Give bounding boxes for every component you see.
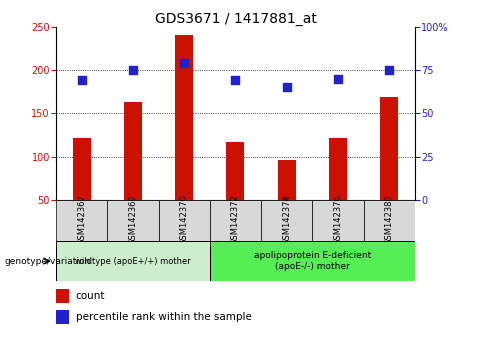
Bar <box>261 200 312 241</box>
Point <box>129 67 137 73</box>
Point <box>78 78 86 83</box>
Text: GSM142374: GSM142374 <box>282 194 291 245</box>
Bar <box>312 200 364 241</box>
Bar <box>210 200 261 241</box>
Bar <box>56 241 210 281</box>
Bar <box>159 200 210 241</box>
Bar <box>226 142 244 244</box>
Text: GSM142370: GSM142370 <box>180 194 189 245</box>
Text: GSM142380: GSM142380 <box>385 194 394 245</box>
Point <box>334 76 342 81</box>
Bar <box>56 200 107 241</box>
Bar <box>278 160 296 244</box>
Text: genotype/variation: genotype/variation <box>5 257 91 266</box>
Bar <box>329 138 347 244</box>
Title: GDS3671 / 1417881_at: GDS3671 / 1417881_at <box>155 12 316 25</box>
Bar <box>124 102 142 244</box>
Text: GSM142367: GSM142367 <box>77 194 86 245</box>
Text: GSM142369: GSM142369 <box>128 194 138 245</box>
Bar <box>73 138 91 244</box>
Text: GSM142376: GSM142376 <box>333 194 343 245</box>
Bar <box>175 35 193 244</box>
Point <box>283 84 291 90</box>
Point <box>386 67 393 73</box>
Text: count: count <box>76 291 105 301</box>
Text: apolipoprotein E-deficient
(apoE-/-) mother: apolipoprotein E-deficient (apoE-/-) mot… <box>254 251 371 271</box>
Text: GSM142372: GSM142372 <box>231 194 240 245</box>
Bar <box>364 200 415 241</box>
Bar <box>56 310 69 324</box>
Bar <box>107 200 159 241</box>
Bar <box>56 289 69 303</box>
Point <box>232 78 240 83</box>
Bar <box>210 241 415 281</box>
Bar <box>380 97 398 244</box>
Text: wildtype (apoE+/+) mother: wildtype (apoE+/+) mother <box>75 257 191 266</box>
Text: percentile rank within the sample: percentile rank within the sample <box>76 312 252 322</box>
Point <box>181 60 188 66</box>
